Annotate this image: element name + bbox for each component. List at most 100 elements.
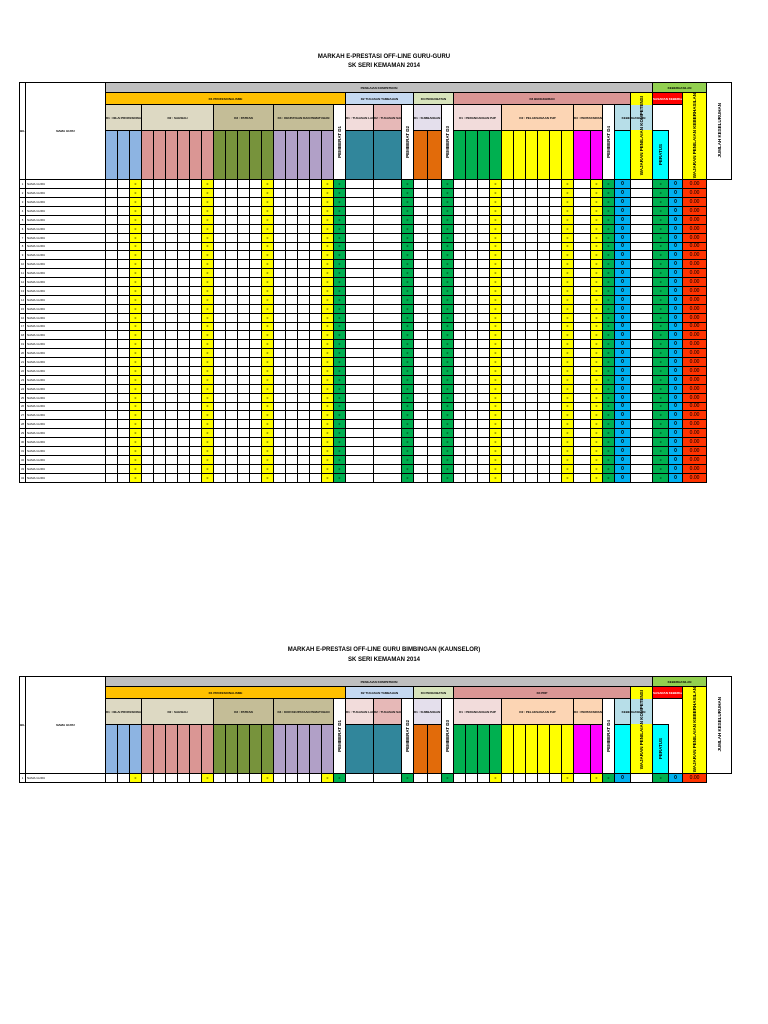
pemberat-cell[interactable]: 0 [602,428,615,439]
score-cell[interactable] [273,312,286,323]
score-cell[interactable] [513,374,526,385]
score-cell[interactable] [477,419,490,430]
score-cell[interactable] [249,294,262,305]
subtotal-cell[interactable]: 0 [201,250,214,261]
subtotal-cell[interactable]: 0 [590,232,603,243]
score-cell[interactable] [477,179,490,190]
pemberat-cell[interactable]: 0 [441,312,454,323]
score-cell[interactable] [413,374,428,385]
score-cell[interactable] [477,348,490,359]
row-teacher-name[interactable]: NAMA GURU [25,268,106,279]
subtotal-cell[interactable]: 0 [489,445,502,456]
score-cell[interactable] [525,312,538,323]
row-teacher-name[interactable]: NAMA GURU [25,401,106,412]
score-cell[interactable] [297,365,310,376]
score-cell[interactable] [549,214,562,225]
score-cell[interactable] [249,303,262,314]
score-cell[interactable] [153,312,166,323]
score-cell[interactable] [465,250,478,261]
score-cell[interactable] [165,214,178,225]
score-cell[interactable] [413,197,428,207]
peratus-cell[interactable]: 0 [652,410,670,421]
score-cell[interactable] [413,357,428,367]
pemberat-cell[interactable]: 0 [441,374,454,385]
score-cell[interactable] [273,454,286,465]
score-cell[interactable] [373,188,402,199]
score-cell[interactable] [273,419,286,430]
subtotal-cell[interactable]: 0 [590,294,603,305]
score-cell[interactable] [309,428,322,439]
score-cell[interactable] [297,454,310,465]
score-cell[interactable] [273,294,286,305]
wajaran-cell[interactable]: 0 [668,357,684,367]
score-cell[interactable] [513,428,526,439]
score-cell[interactable] [525,454,538,465]
score-cell[interactable] [309,285,322,296]
score-cell[interactable] [237,463,250,474]
score-cell[interactable] [249,339,262,350]
score-cell[interactable] [477,463,490,474]
score-cell[interactable] [225,259,238,270]
subtotal-cell[interactable]: 0 [201,205,214,216]
score-cell[interactable] [225,348,238,359]
score-cell[interactable] [573,268,591,279]
peratus-cell[interactable]: 0 [652,312,670,323]
score-cell[interactable] [117,454,130,465]
score-cell[interactable] [453,445,466,456]
subtotal-cell[interactable]: 0 [261,179,274,190]
pemberat-cell[interactable]: 0 [441,419,454,430]
total-cell[interactable]: 0.00 [682,312,708,323]
score-cell[interactable] [549,374,562,385]
score-cell[interactable] [153,232,166,243]
subtotal-cell[interactable]: 0 [561,268,574,279]
score-cell[interactable] [153,463,166,474]
score-cell[interactable] [309,223,322,234]
score-cell[interactable] [549,179,562,190]
score-cell[interactable] [537,410,550,421]
score-cell[interactable] [345,392,374,403]
subtotal-cell[interactable]: 0 [590,277,603,287]
score-cell[interactable] [285,312,298,323]
score-cell[interactable] [237,259,250,270]
score-cell[interactable] [629,294,654,305]
subtotal-cell[interactable]: 0 [261,232,274,243]
score-cell[interactable] [549,463,562,474]
subtotal-cell[interactable]: 0 [201,197,214,207]
score-cell[interactable] [177,401,190,412]
subtotal-cell[interactable]: 0 [561,365,574,376]
score-cell[interactable] [309,374,322,385]
subtotal-cell[interactable]: 0 [321,197,334,207]
subtotal-cell[interactable]: 0 [489,365,502,376]
score-cell[interactable] [297,179,310,190]
score-cell[interactable] [573,339,591,350]
score-cell[interactable] [501,410,514,421]
row-teacher-name[interactable]: NAMA GURU [25,383,106,394]
score-cell[interactable] [549,773,562,784]
score-cell[interactable] [213,410,226,421]
score-cell[interactable] [105,232,118,243]
score-cell[interactable] [477,232,490,243]
peratus-cell[interactable]: 0 [652,463,670,474]
subtotal-cell[interactable]: 0 [561,374,574,385]
score-cell[interactable] [153,428,166,439]
score-cell[interactable] [141,321,154,332]
subtotal-cell[interactable]: 0 [201,365,214,376]
pemberat-cell[interactable]: 0 [602,437,615,447]
pemberat-cell[interactable]: 0 [441,241,454,252]
score-cell[interactable] [573,214,591,225]
score-cell[interactable] [427,223,442,234]
score-cell[interactable] [573,365,591,376]
score-cell[interactable] [285,445,298,456]
wajaran-cell[interactable]: 0 [668,197,684,207]
score-cell[interactable] [513,339,526,350]
score-cell[interactable] [297,277,310,287]
pemberat-cell[interactable]: 0 [401,365,414,376]
total-cell[interactable]: 0.00 [682,437,708,447]
subtotal-cell[interactable]: 0 [129,321,142,332]
wajaran-cell[interactable]: 0 [614,294,631,305]
score-cell[interactable] [153,410,166,421]
score-cell[interactable] [165,303,178,314]
total-cell[interactable]: 0.00 [682,179,708,190]
peratus-cell[interactable]: 0 [652,321,670,332]
score-cell[interactable] [501,285,514,296]
